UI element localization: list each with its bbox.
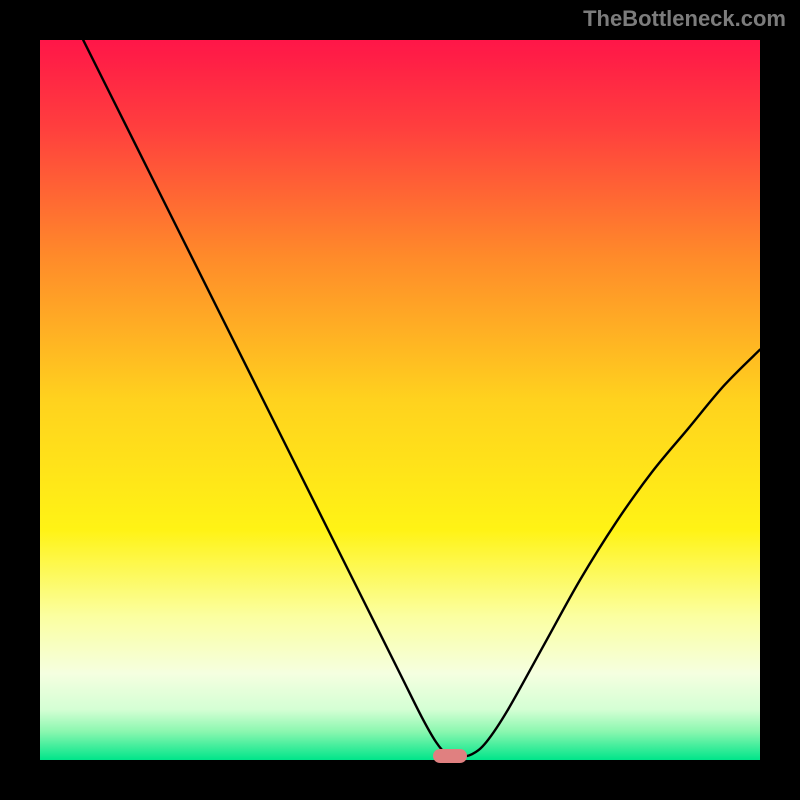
curve-path [83,40,760,757]
plot-area [40,40,760,760]
bottleneck-curve [40,40,760,760]
chart-frame: TheBottleneck.com [0,0,800,800]
watermark-text: TheBottleneck.com [583,6,786,32]
optimal-point-marker [433,749,467,763]
